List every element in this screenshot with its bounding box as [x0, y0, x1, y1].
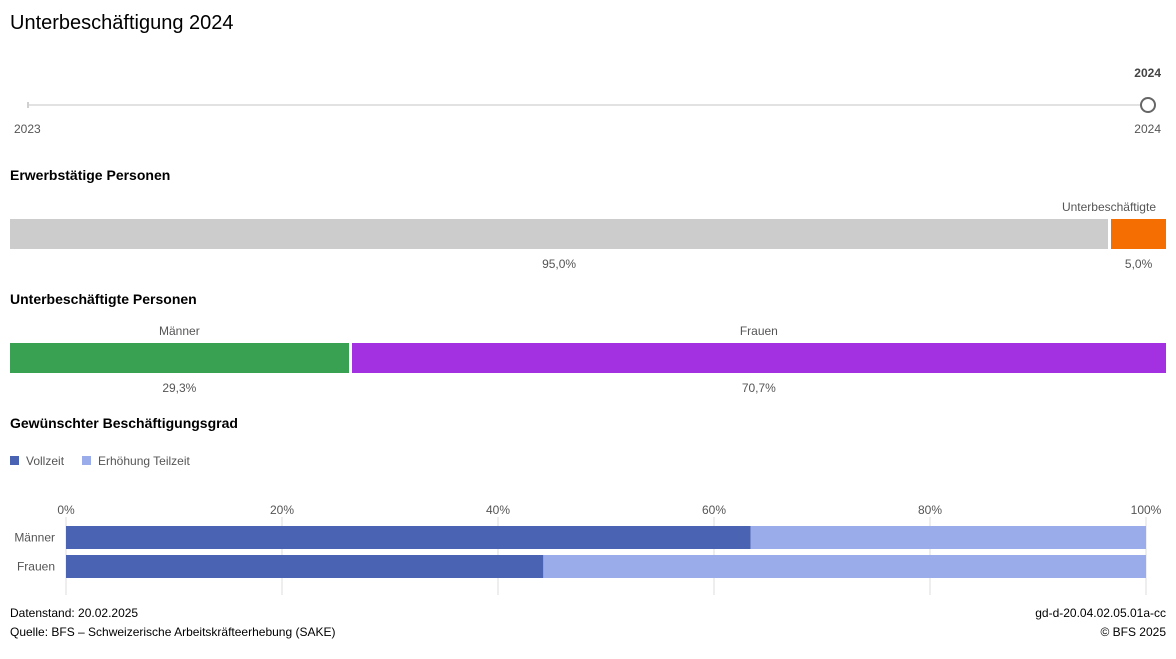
segment-label-unterbeschaeftigte: Unterbeschäftigte: [1061, 200, 1156, 214]
footer-quelle: Quelle: BFS – Schweizerische Arbeitskräf…: [10, 625, 336, 639]
slider-end-label[interactable]: 2024: [1134, 122, 1161, 136]
legend-swatch-vollzeit: [10, 456, 19, 465]
x-tick-label: 20%: [270, 503, 294, 517]
bar-segment-maenner[interactable]: [10, 343, 349, 373]
category-label-1: Frauen: [17, 560, 55, 574]
slider-track[interactable]: [28, 104, 1147, 106]
chart-beschaeftigungsgrad: 0% 20% 40% 60% 80% 100% Männer Frauen: [14, 503, 1162, 595]
x-tick-label: 100%: [1131, 503, 1162, 517]
legend-label-vollzeit[interactable]: Vollzeit: [26, 454, 65, 468]
bar-vollzeit-0[interactable]: [66, 526, 751, 549]
segment-label-maenner: Männer: [159, 324, 200, 338]
footer-copyright: © BFS 2025: [1100, 625, 1166, 639]
legend-swatch-teilzeit: [82, 456, 91, 465]
footer-datenstand: Datenstand: 20.02.2025: [10, 606, 139, 620]
section-title-beschaeftigungsgrad: Gewünschter Beschäftigungsgrad: [10, 415, 238, 431]
page-title: Unterbeschäftigung 2024: [10, 12, 234, 34]
footer-code: gd-d-20.04.02.05.01a-cc: [1035, 606, 1166, 620]
x-tick-label: 40%: [486, 503, 510, 517]
bar-vollzeit-1[interactable]: [66, 555, 544, 578]
segment-label-frauen: Frauen: [739, 324, 778, 338]
slider-start-label[interactable]: 2023: [14, 122, 41, 136]
bar-teilzeit-0[interactable]: [750, 526, 1146, 549]
value-label-95: 95,0%: [542, 257, 577, 271]
section-title-unterbeschaeftigte: Unterbeschäftigte Personen: [10, 291, 197, 307]
bar-teilzeit-1[interactable]: [543, 555, 1146, 578]
bar-segment-frauen[interactable]: [351, 343, 1166, 373]
category-label-0: Männer: [14, 531, 55, 545]
slider-selected-label: 2024: [1134, 66, 1161, 80]
slider-start-tick: [27, 102, 29, 108]
x-tick-label: 80%: [918, 503, 942, 517]
value-label-maenner: 29,3%: [162, 381, 197, 395]
value-label-5: 5,0%: [1124, 257, 1153, 271]
bar-segment-unterbeschaeftigte[interactable]: [1111, 219, 1166, 249]
section-title-erwerbstaetige: Erwerbstätige Personen: [10, 167, 171, 183]
bar-segment-erwerbstaetige-other[interactable]: [10, 219, 1109, 249]
slider-handle[interactable]: [1140, 97, 1156, 113]
value-label-frauen: 70,7%: [741, 381, 776, 395]
x-tick-label: 60%: [702, 503, 726, 517]
legend-label-teilzeit[interactable]: Erhöhung Teilzeit: [98, 454, 190, 468]
x-tick-label: 0%: [57, 503, 75, 517]
